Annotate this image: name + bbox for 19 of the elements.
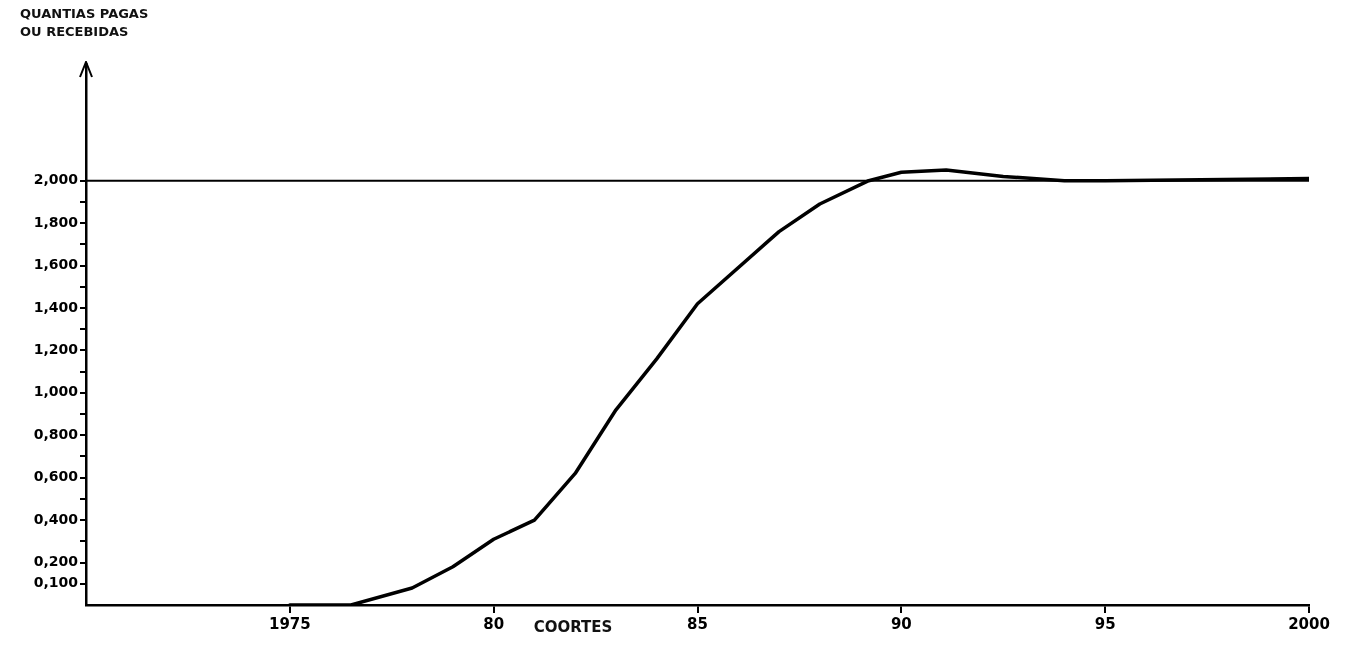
y-tick-label: 0,400 bbox=[33, 510, 79, 527]
y-axis-title: QUANTIAS PAGAS OU RECEBIDAS bbox=[20, 6, 149, 39]
y-tick-label: 0,100 bbox=[33, 574, 79, 591]
x-tick-label: 85 bbox=[687, 614, 708, 633]
x-tick-label: 80 bbox=[483, 614, 505, 633]
y-tick-label: 1,400 bbox=[33, 298, 79, 315]
y-tick-label: 0,200 bbox=[33, 553, 79, 570]
y-tick-label: 0,600 bbox=[33, 468, 79, 485]
y-tick-label: 1,800 bbox=[33, 213, 79, 230]
x-tick-label: 95 bbox=[1094, 614, 1116, 633]
x-axis-title: COORTES bbox=[533, 618, 613, 637]
y-tick-label: 1,600 bbox=[33, 256, 79, 273]
y-tick-label: 2,000 bbox=[33, 171, 79, 188]
x-tick-label: 2000 bbox=[1288, 614, 1330, 633]
y-tick-label: 1,200 bbox=[33, 341, 79, 358]
x-tick-label: 1975 bbox=[268, 614, 311, 633]
x-tick-label: 90 bbox=[890, 614, 912, 633]
y-tick-label: 1,000 bbox=[33, 383, 79, 400]
y-tick-label: 0,800 bbox=[33, 425, 79, 442]
